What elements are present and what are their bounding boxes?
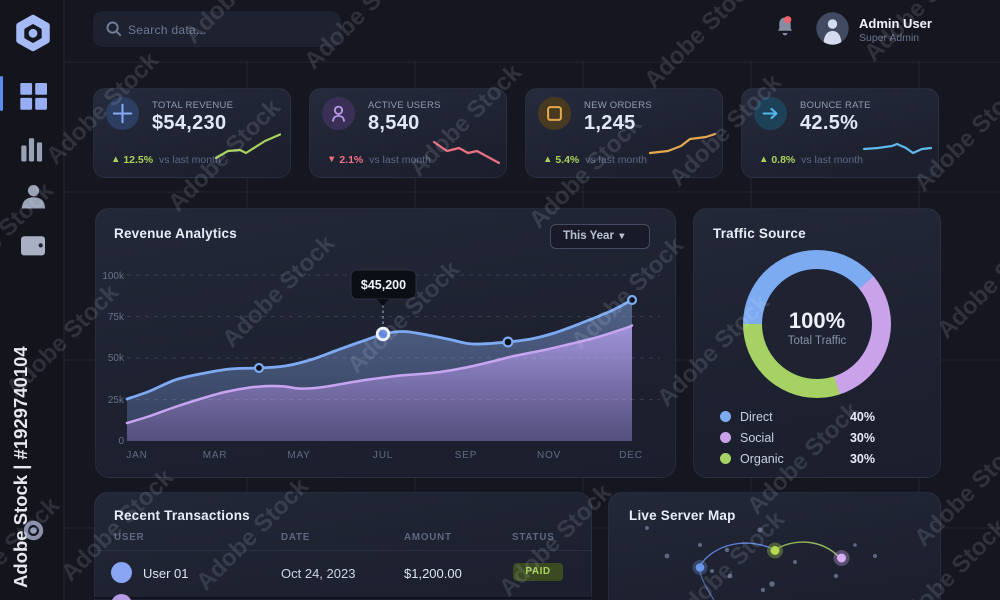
svg-text:NOV: NOV xyxy=(537,450,561,461)
svg-text:JAN: JAN xyxy=(126,450,147,461)
svg-text:MAR: MAR xyxy=(203,450,228,461)
svg-text:SEP: SEP xyxy=(455,450,477,461)
svg-text:MAY: MAY xyxy=(287,450,310,461)
svg-text:DEC: DEC xyxy=(619,450,643,461)
svg-text:25k: 25k xyxy=(108,395,125,406)
svg-text:0: 0 xyxy=(118,436,124,447)
svg-text:75k: 75k xyxy=(108,312,125,323)
svg-text:100k: 100k xyxy=(102,271,125,282)
svg-text:$45,200: $45,200 xyxy=(361,278,406,292)
svg-text:JUL: JUL xyxy=(373,450,393,461)
svg-text:50k: 50k xyxy=(108,353,125,364)
